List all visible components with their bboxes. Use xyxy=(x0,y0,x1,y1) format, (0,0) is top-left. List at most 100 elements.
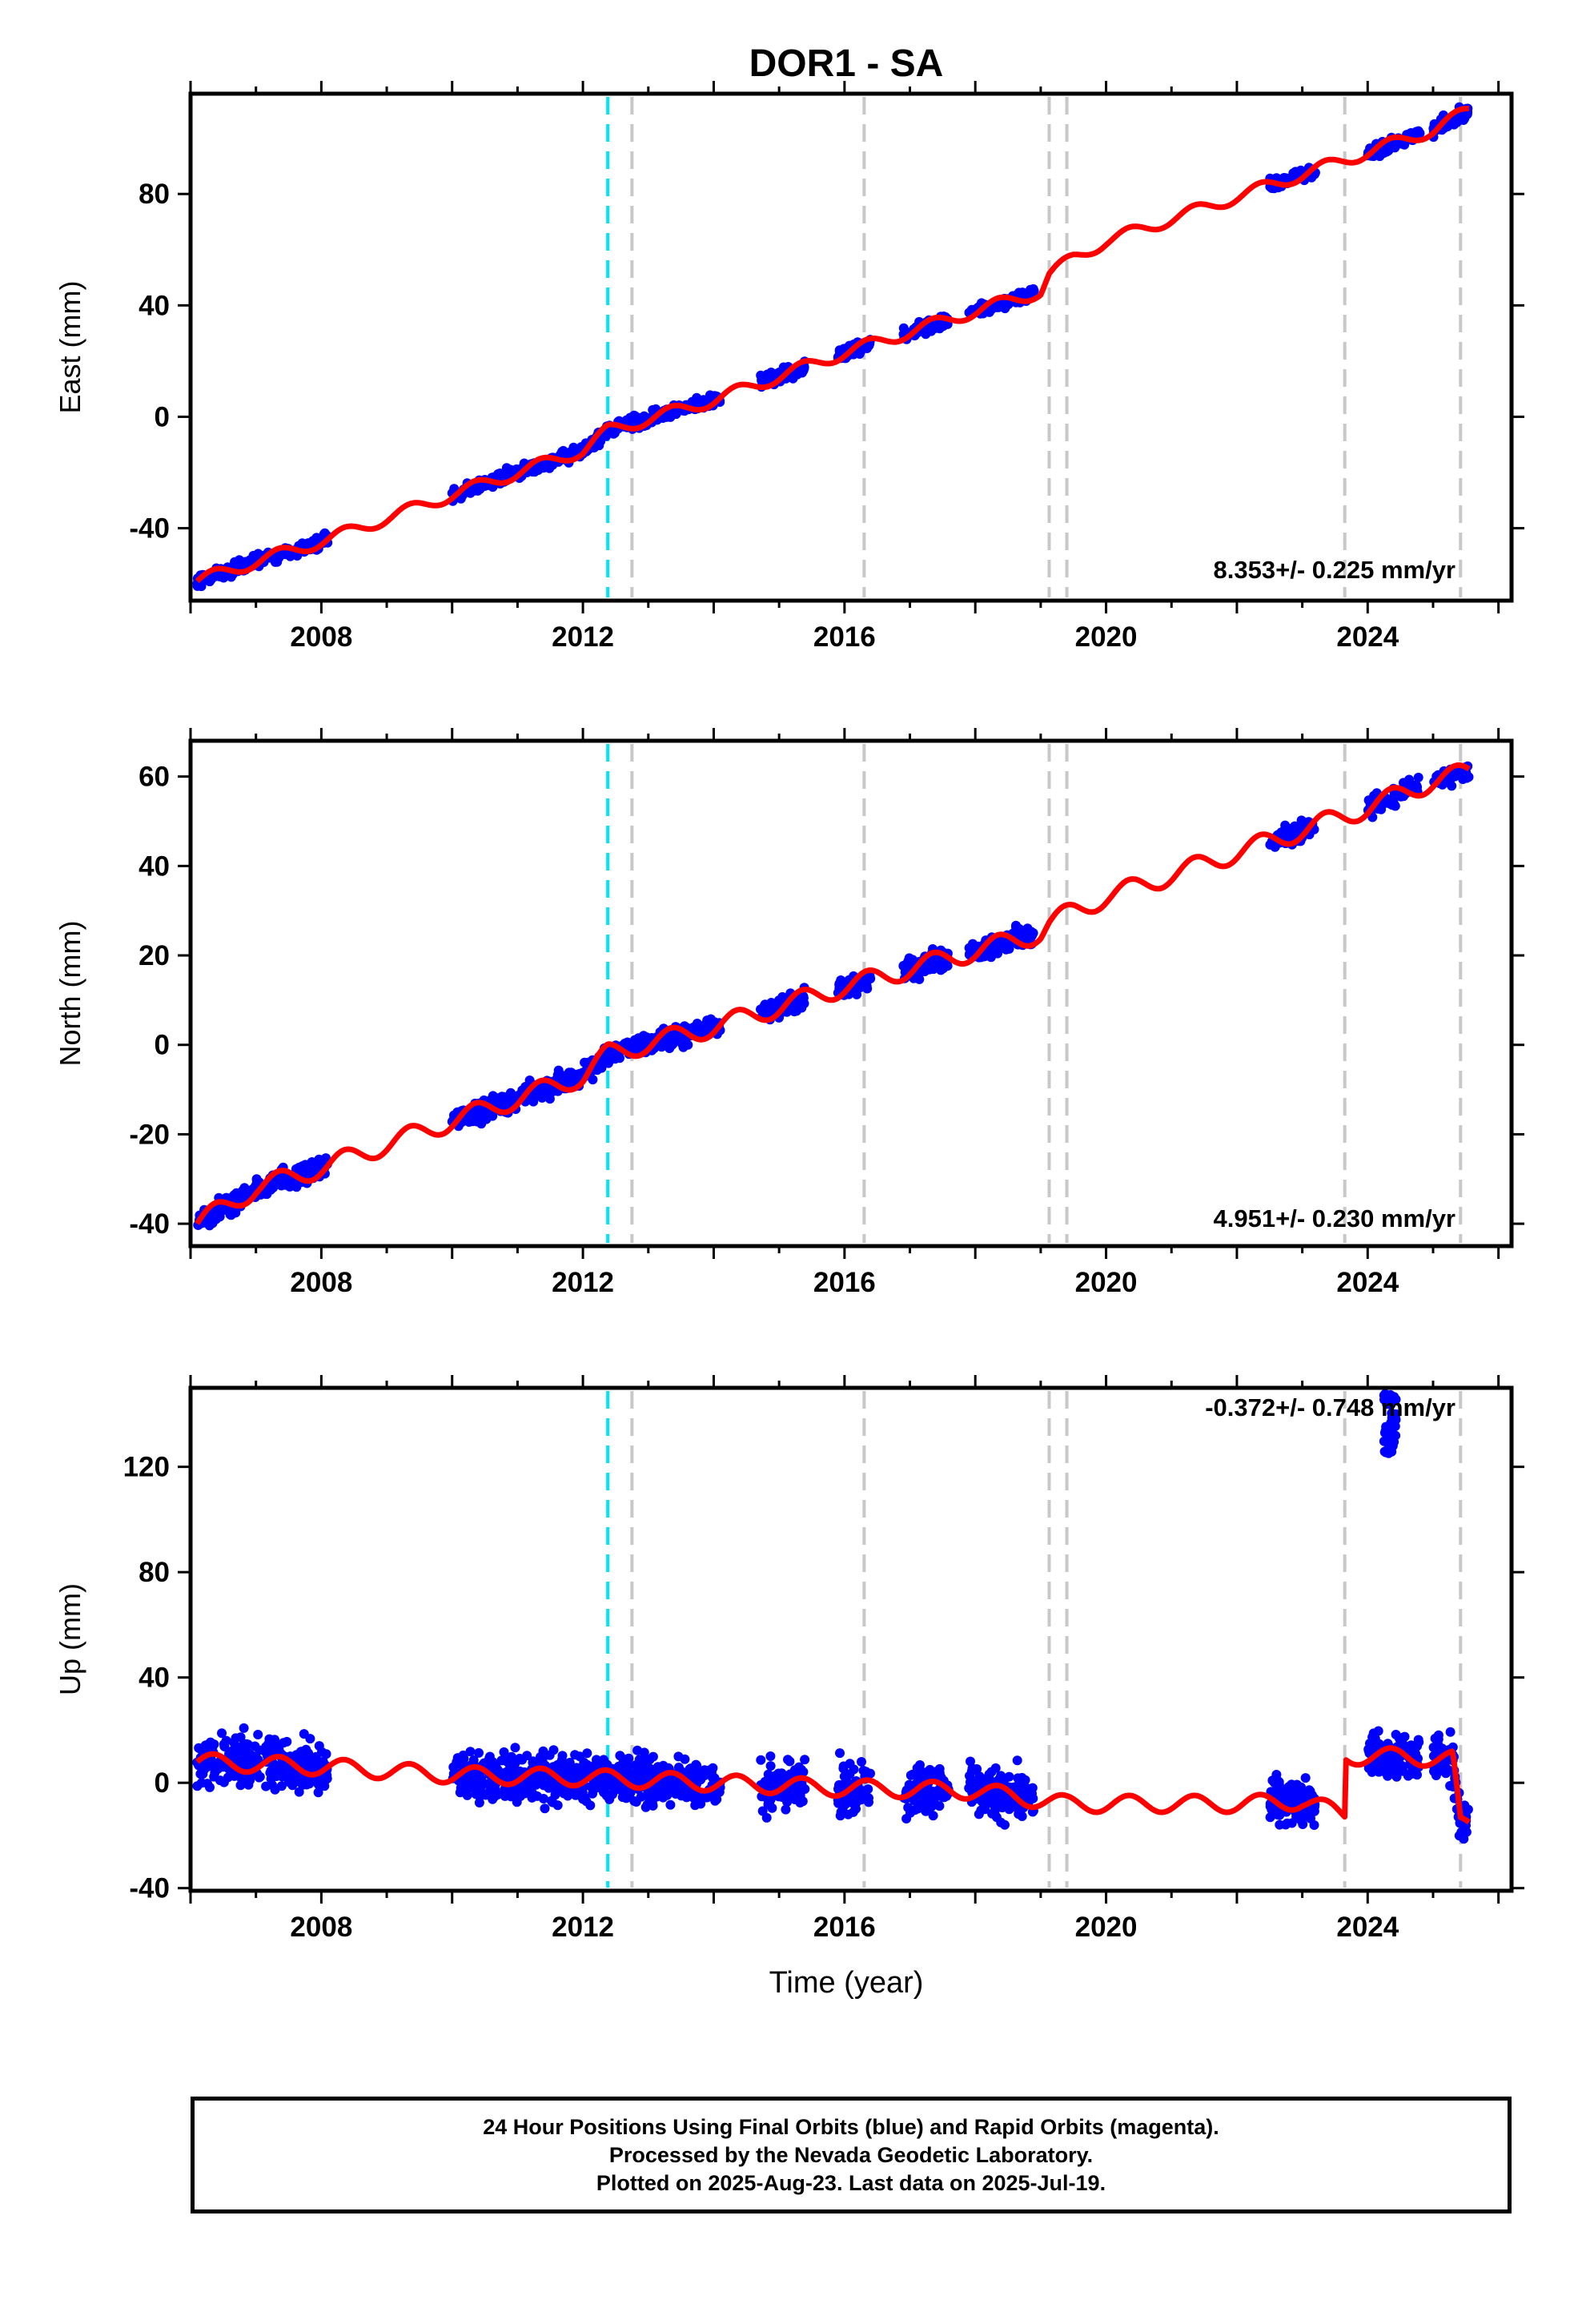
x-tick-label: 2016 xyxy=(813,1267,876,1298)
x-tick-label: 2020 xyxy=(1075,621,1138,653)
data-point xyxy=(757,375,768,385)
x-tick-label: 2008 xyxy=(290,1267,352,1298)
y-tick-label: 40 xyxy=(139,290,170,321)
data-point xyxy=(673,1751,684,1762)
data-point xyxy=(1267,1804,1277,1815)
caption-line-2: Processed by the Nevada Geodetic Laborat… xyxy=(608,2142,1094,2167)
data-point xyxy=(838,1802,848,1812)
data-point xyxy=(286,1765,296,1775)
data-point xyxy=(192,581,203,591)
data-point xyxy=(774,995,784,1005)
y-tick-label: -40 xyxy=(129,1208,170,1240)
data-point xyxy=(785,1756,795,1767)
data-point xyxy=(458,1783,468,1794)
data-point xyxy=(577,1787,588,1798)
data-point xyxy=(789,1787,799,1797)
data-point xyxy=(283,1178,293,1188)
data-point xyxy=(990,1763,1001,1773)
data-point xyxy=(1455,115,1465,125)
y-tick-label: 0 xyxy=(155,401,170,432)
data-point xyxy=(765,1761,776,1771)
data-point xyxy=(1013,1773,1023,1783)
data-point xyxy=(1300,1773,1311,1783)
data-point xyxy=(210,1767,220,1778)
data-point xyxy=(798,993,809,1003)
data-point xyxy=(236,1758,246,1768)
data-point xyxy=(1014,923,1024,934)
data-point xyxy=(262,1189,272,1200)
data-point xyxy=(522,1751,532,1761)
data-point xyxy=(564,1771,575,1782)
data-point xyxy=(498,1098,508,1108)
data-point xyxy=(904,953,914,963)
data-point xyxy=(230,560,240,570)
data-point xyxy=(765,1751,776,1761)
data-point xyxy=(678,1042,689,1052)
data-point xyxy=(1274,1777,1284,1787)
data-point xyxy=(672,1033,682,1043)
y-tick-label: 20 xyxy=(139,940,170,971)
y-tick-label: -40 xyxy=(129,1873,170,1904)
data-point xyxy=(708,1772,718,1783)
data-point xyxy=(765,1781,776,1791)
data-point xyxy=(858,1766,869,1775)
data-point xyxy=(255,1745,264,1755)
data-point xyxy=(1413,772,1423,782)
x-tick-label: 2024 xyxy=(1336,621,1399,653)
data-point xyxy=(986,947,997,957)
data-point xyxy=(559,1788,569,1799)
y-tick-label: 40 xyxy=(139,850,170,882)
data-point xyxy=(537,1755,548,1765)
y-tick-label: 80 xyxy=(139,1557,170,1588)
plot-frame xyxy=(188,91,1514,603)
data-point xyxy=(661,1038,671,1048)
data-point xyxy=(797,364,807,375)
rate-label: -0.372+/- 0.748 mm/yr xyxy=(1205,1393,1456,1421)
data-point xyxy=(638,1031,648,1041)
data-point xyxy=(639,1747,649,1758)
data-point xyxy=(918,1791,929,1801)
data-point xyxy=(322,1774,332,1783)
data-point xyxy=(283,1777,294,1787)
data-point xyxy=(474,1747,484,1758)
data-point xyxy=(857,1794,867,1804)
data-point xyxy=(1379,1755,1390,1766)
data-point xyxy=(279,549,290,559)
data-point xyxy=(1017,1811,1027,1821)
model-curve xyxy=(195,762,1471,1225)
data-point xyxy=(203,1779,212,1789)
data-point xyxy=(1383,1767,1393,1777)
up-panel: 2008 2012 2016 2020 2024 -40 0 40 80 120 Up (mm) -0… xyxy=(54,1375,1524,1943)
y-tick-label: 0 xyxy=(155,1030,170,1061)
data-point xyxy=(1445,1727,1456,1737)
data-point xyxy=(314,1741,324,1751)
data-point xyxy=(266,1774,276,1784)
data-point xyxy=(465,1747,476,1757)
data-point xyxy=(548,1745,559,1755)
data-point xyxy=(781,1804,791,1815)
data-point xyxy=(836,975,846,985)
data-point xyxy=(1291,1796,1300,1807)
data-point xyxy=(1460,1823,1469,1834)
x-tick-label: 2008 xyxy=(290,621,352,653)
data-point xyxy=(458,1750,468,1760)
data-point xyxy=(1012,1755,1022,1766)
data-point xyxy=(925,1802,935,1811)
data-point xyxy=(1004,943,1014,954)
data-point xyxy=(272,1175,283,1185)
data-point xyxy=(630,411,640,421)
data-point xyxy=(1280,1819,1291,1830)
data-point xyxy=(1387,1446,1397,1457)
data-point xyxy=(489,1791,500,1802)
data-point xyxy=(913,1803,923,1814)
data-point xyxy=(705,1014,716,1024)
x-tick-label: 2020 xyxy=(1075,1267,1138,1298)
data-point xyxy=(848,1807,858,1817)
data-points xyxy=(192,1389,1473,1844)
data-point xyxy=(582,1748,592,1759)
data-point xyxy=(665,1799,676,1810)
data-point xyxy=(1003,300,1014,310)
data-point xyxy=(510,1743,520,1753)
data-point xyxy=(924,963,934,974)
